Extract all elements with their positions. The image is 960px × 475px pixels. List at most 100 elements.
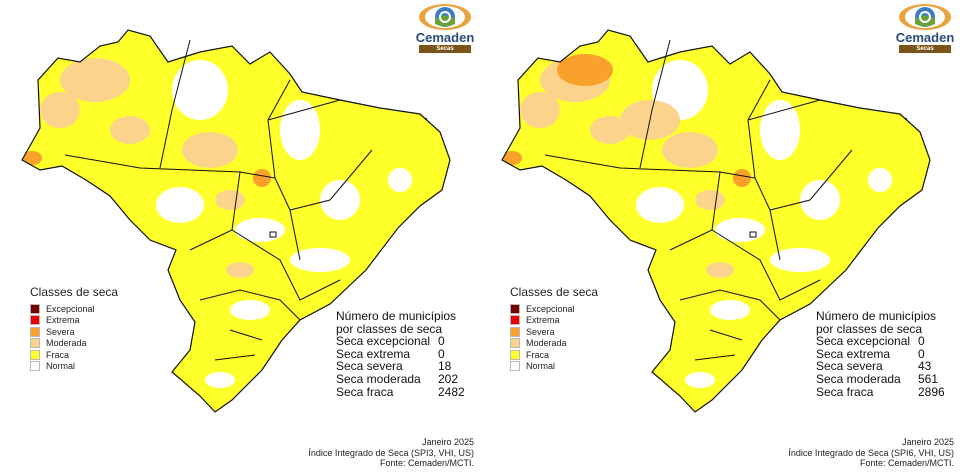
logo-subtitle: Secas <box>419 45 471 53</box>
footer-source: Fonte: Cemaden/MCTI. <box>859 458 954 468</box>
legend-item: Excepcional <box>30 303 118 315</box>
municipality-counts: Número de municípios por classes de seca… <box>336 310 465 398</box>
legend-item: Moderada <box>30 338 118 350</box>
state-border <box>64 154 276 179</box>
count-value: 0 <box>438 334 445 349</box>
legend-item: Extrema <box>30 315 118 327</box>
count-value: 0 <box>918 334 925 349</box>
counts-title: Número de municípios <box>336 309 457 323</box>
island-marker <box>905 118 907 120</box>
count-row: Seca excepcional 0 <box>816 335 945 348</box>
counts-title: Número de municípios <box>816 309 937 323</box>
normal-region <box>715 218 765 242</box>
count-value: 2896 <box>918 384 945 399</box>
severa-drought-region <box>253 169 271 187</box>
footer-index: Índice Integrado de Seca (SPI3, VHI, US) <box>308 447 474 458</box>
legend-label: Moderada <box>46 338 87 349</box>
count-value: 561 <box>918 371 939 386</box>
legend-label: Extrema <box>526 315 560 326</box>
legend: Classes de seca Excepcional Extrema Severa M… <box>510 285 598 372</box>
count-label: Seca moderada <box>336 371 421 386</box>
count-row: Seca severa 18 <box>336 360 465 373</box>
normal-region <box>685 372 715 388</box>
normal-region <box>320 180 360 220</box>
island-marker <box>425 118 427 120</box>
legend-item: Normal <box>30 361 118 373</box>
legend-swatch <box>510 338 520 349</box>
state-border <box>711 229 821 301</box>
normal-region <box>710 300 750 320</box>
count-value: 18 <box>438 359 452 374</box>
normal-region <box>636 187 684 223</box>
count-label: Seca extrema <box>816 346 891 361</box>
state-border <box>231 229 341 301</box>
legend-swatch <box>30 349 40 360</box>
footer-date: Janeiro 2025 <box>421 437 474 447</box>
normal-region <box>760 100 800 160</box>
state-border <box>289 209 301 261</box>
count-value: 2482 <box>438 384 465 399</box>
federal-district <box>269 231 277 238</box>
state-border <box>709 329 743 341</box>
legend-item: Fraca <box>510 349 598 361</box>
count-label: Seca severa <box>816 359 883 374</box>
state-border <box>214 354 256 361</box>
counts-subtitle: por classes de seca <box>816 321 923 336</box>
legend-swatch <box>510 315 520 326</box>
legend-label: Severa <box>526 326 555 337</box>
normal-region <box>205 372 235 388</box>
count-row: Seca fraca 2896 <box>816 384 945 399</box>
map-panel-2: Cemaden Secas Classes de seca Excepcional E… <box>480 0 960 475</box>
legend-label: Severa <box>46 326 75 337</box>
count-label: Seca severa <box>336 359 403 374</box>
map-panel-1: Cemaden Secas Classes de seca Excepcional E… <box>21 2 475 468</box>
normal-region <box>770 248 830 272</box>
legend-item: Moderada <box>510 338 598 350</box>
legend-swatch <box>30 326 40 337</box>
state-border <box>544 154 756 179</box>
moderada-drought-region <box>215 190 245 210</box>
legend-item: Excepcional <box>510 303 598 315</box>
legend-label: Normal <box>526 361 556 372</box>
legend-swatch <box>510 349 520 360</box>
count-label: Seca excepcional <box>816 334 911 349</box>
normal-region <box>230 300 270 320</box>
state-border <box>199 289 301 321</box>
cemaden-logo: Cemaden Secas <box>415 2 475 53</box>
count-row: Seca moderada 202 <box>336 373 465 386</box>
count-label: Seca fraca <box>336 384 394 399</box>
logo-subtitle: Secas <box>899 45 951 53</box>
moderada-drought-region <box>182 132 238 168</box>
legend-swatch <box>30 315 40 326</box>
federal-district <box>749 231 757 238</box>
country-border <box>21 29 451 413</box>
moderada-drought-region <box>590 116 630 144</box>
count-value: 0 <box>438 346 445 361</box>
state-border <box>679 289 781 321</box>
normal-region <box>388 168 412 192</box>
brazil-drought-map <box>501 29 931 413</box>
state-border <box>694 354 736 361</box>
legend-label: Excepcional <box>526 303 575 314</box>
eye-logo-icon <box>899 4 951 30</box>
legend-item: Extrema <box>510 315 598 327</box>
moderada-drought-region <box>520 92 560 128</box>
count-row: Seca excepcional 0 <box>336 335 465 348</box>
normal-region <box>156 187 204 223</box>
moderada-drought-region <box>706 262 734 278</box>
legend-swatch <box>30 361 40 372</box>
moderada-drought-region <box>40 92 80 128</box>
state-border <box>754 149 853 211</box>
cemaden-logo: Cemaden Secas <box>895 2 955 53</box>
legend-item: Severa <box>510 326 598 338</box>
severa-drought-region <box>22 151 42 165</box>
moderada-drought-region <box>695 190 725 210</box>
count-label: Seca moderada <box>816 371 901 386</box>
count-row: Seca moderada 561 <box>816 373 945 386</box>
legend-title: Classes de seca <box>30 285 119 299</box>
legend-item: Fraca <box>30 349 118 361</box>
legend-swatch <box>30 303 40 314</box>
legend-title: Classes de seca <box>510 285 599 299</box>
severa-drought-region <box>733 169 751 187</box>
legend-swatch <box>510 326 520 337</box>
